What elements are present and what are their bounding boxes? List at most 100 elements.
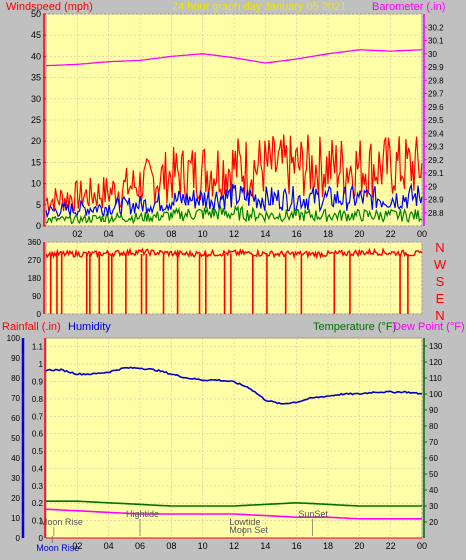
x-tick-label: 18: [323, 541, 333, 551]
humidity-tick-label: 30: [11, 474, 20, 483]
humidity-tick-label: 0: [16, 534, 21, 543]
series-dew-point: [45, 508, 422, 520]
temperature-tick-label: 20: [429, 518, 438, 527]
barometer-tick-label: 29.5: [428, 116, 444, 125]
rainfall-tick-label: 0.7: [32, 412, 44, 421]
windspeed-tick-label: 5: [36, 200, 41, 210]
barometer-tick-label: 28.8: [428, 209, 444, 218]
temperature-tick-label: 110: [429, 374, 442, 383]
temperature-tick-label: 120: [429, 358, 443, 367]
dew-point-axis-title: Dew Point (°F): [393, 321, 465, 333]
x-tick-label: 20: [354, 541, 364, 551]
x-tick-label: 00: [417, 541, 427, 551]
rainfall-tick-label: 1.1: [32, 343, 44, 352]
humidity-tick-label: 90: [11, 354, 20, 363]
compass-label: E: [436, 291, 445, 306]
direction-plot-series: [45, 247, 423, 314]
x-tick-label: 04: [104, 229, 114, 239]
annotation-label: Moon Set: [229, 525, 268, 535]
x-tick-label: 06: [135, 541, 145, 551]
barometer-tick-label: 29.9: [428, 63, 444, 72]
humidity-tick-label: 50: [11, 434, 20, 443]
x-tick-label: 02: [72, 229, 82, 239]
x-tick-label: 12: [229, 229, 239, 239]
humidity-tick-label: 70: [11, 394, 20, 403]
temperature-tick-label: 80: [429, 422, 438, 431]
windspeed-tick-label: 20: [31, 136, 41, 146]
compass-label: S: [436, 274, 445, 289]
barometer-tick-label: 28.9: [428, 196, 444, 205]
x-tick-label: 22: [386, 229, 396, 239]
x-tick-label: 12: [229, 541, 239, 551]
annotation-label: Lowtide: [229, 517, 260, 527]
x-tick-label: 16: [292, 229, 302, 239]
direction-tick-label: 90: [32, 292, 41, 301]
x-tick-label: 00: [417, 229, 427, 239]
series-temperature: [46, 500, 422, 507]
x-tick-label: 08: [166, 541, 176, 551]
humidity-tick-label: 40: [11, 454, 20, 463]
rainfall-tick-label: 0.9: [32, 377, 44, 386]
humidity-axis-title: Humidity: [68, 321, 111, 333]
direction-tick-label: 0: [37, 310, 42, 319]
temperature-tick-label: 130: [429, 342, 443, 351]
humidity-tick-label: 20: [11, 494, 20, 503]
barometer-axis-title: Barometer (.in): [372, 1, 445, 13]
barometer-tick-label: 29.4: [428, 129, 444, 138]
x-tick-label: 02: [72, 541, 82, 551]
barometer-tick-label: 29: [428, 182, 437, 191]
windspeed-tick-label: 15: [31, 157, 41, 167]
humidity-tick-label: 10: [11, 514, 20, 523]
barometer-tick-label: 30: [428, 50, 437, 59]
windspeed-axis-title: Windspeed (mph): [6, 1, 93, 13]
windspeed-tick-label: 10: [31, 179, 41, 189]
humidity-plot-axes: 010203040506070809010000.10.20.30.40.50.…: [7, 334, 443, 551]
rainfall-tick-label: 0.5: [32, 447, 44, 456]
series-direction: [45, 247, 423, 260]
series-gust: [45, 134, 423, 212]
barometer-tick-label: 29.2: [428, 156, 444, 165]
barometer-tick-label: 29.7: [428, 90, 444, 99]
x-tick-label: 18: [323, 229, 333, 239]
rainfall-axis-title: Rainfall (.in): [2, 321, 61, 333]
x-tick-label: 10: [198, 229, 208, 239]
temperature-tick-label: 60: [429, 454, 438, 463]
barometer-tick-label: 30.1: [428, 37, 444, 46]
rainfall-tick-label: 0.4: [32, 464, 44, 473]
humidity-tick-label: 60: [11, 414, 20, 423]
wind-plot-axes: 0 5 10 15 20 25 30 35 40 45 50 28.8 28.9 29 29.1 29.2 29…: [31, 9, 444, 239]
x-tick-label: 14: [260, 541, 270, 551]
x-tick-label: 14: [260, 229, 270, 239]
temperature-axis-title: Temperature (°F): [313, 321, 396, 333]
annotation-label: Hightide: [126, 509, 159, 519]
rainfall-tick-label: 0.2: [32, 499, 44, 508]
windspeed-tick-label: 50: [31, 9, 41, 19]
series-humidity: [45, 366, 423, 405]
windspeed-tick-label: 40: [31, 51, 41, 61]
rainfall-tick-label: 0: [39, 534, 44, 543]
x-tick-label: 20: [354, 229, 364, 239]
annotation-label: SunSet: [298, 509, 328, 519]
x-tick-label: 04: [104, 541, 114, 551]
rainfall-tick-label: 0.6: [32, 430, 44, 439]
temperature-tick-label: 90: [429, 406, 438, 415]
rainfall-tick-label: 0.3: [32, 482, 44, 491]
x-tick-label: 08: [166, 229, 176, 239]
compass-label: W: [434, 257, 447, 272]
windspeed-tick-label: 25: [31, 115, 41, 125]
barometer-tick-label: 30.2: [428, 23, 444, 32]
temperature-tick-label: 30: [429, 502, 438, 511]
annotation-label: Moon Rise: [36, 543, 79, 553]
compass-label: N: [435, 308, 444, 323]
wind-plot-series: [45, 49, 423, 225]
temperature-tick-label: 100: [429, 390, 443, 399]
barometer-tick-label: 29.3: [428, 143, 444, 152]
barometer-tick-label: 29.1: [428, 169, 444, 178]
direction-tick-label: 360: [28, 238, 42, 247]
temperature-tick-label: 50: [429, 470, 438, 479]
x-tick-label: 06: [135, 229, 145, 239]
temperature-tick-label: 40: [429, 486, 438, 495]
humidity-tick-label: 80: [11, 374, 20, 383]
